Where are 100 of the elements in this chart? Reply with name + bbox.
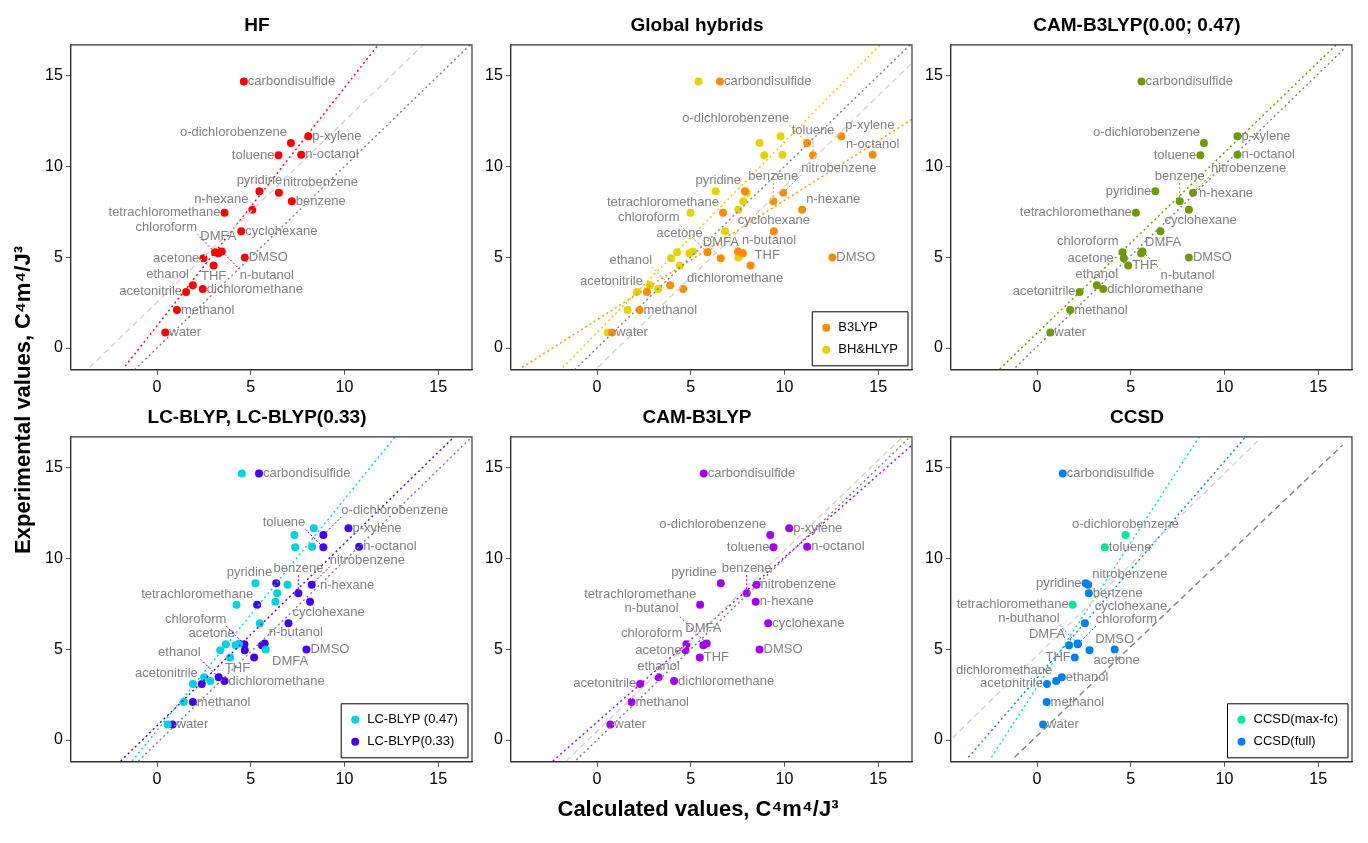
annotation: n-octanol	[811, 538, 865, 554]
annotation: acetone	[635, 641, 682, 657]
annotation: DMFA	[272, 653, 309, 669]
annotation: DMFA	[702, 234, 740, 250]
annotation: pyridine	[236, 172, 283, 188]
y-tick-label: 0	[53, 730, 63, 748]
annotation: DMSO	[763, 641, 803, 657]
annotation: n-butanol	[268, 624, 323, 640]
y-tick-label: 15	[925, 66, 943, 84]
annotation: benzene	[748, 168, 799, 184]
chart-title: Global hybrids	[630, 13, 764, 35]
annotation: n-hexane	[320, 576, 375, 592]
annotation: o-dichlorobenzene	[179, 124, 287, 140]
annotation: n-hexane	[759, 593, 814, 609]
annotation: chloroform	[135, 219, 197, 235]
x-tick-label: 15	[429, 769, 448, 787]
annotation: acetonitrile	[119, 283, 183, 299]
annotation: DMSO	[310, 641, 350, 657]
y-tick-label: 0	[493, 730, 503, 748]
annotation: acetonitrile	[580, 272, 643, 288]
annotation: water	[175, 715, 210, 731]
annotation: pyridine	[1105, 182, 1152, 198]
annotation: n-butanol	[1160, 267, 1215, 283]
chart-title: CCSD	[1110, 405, 1164, 427]
legend-label: CCSD(full)	[1253, 733, 1316, 749]
legend-label: B3LYP	[838, 319, 878, 335]
annotation: p-xylene	[793, 519, 843, 535]
y-tick-label: 10	[485, 156, 503, 174]
annotation: water	[613, 715, 647, 731]
annotation: acetonitrile	[134, 664, 198, 680]
annotation: ethanol	[158, 644, 201, 660]
annotation: DMSO	[1095, 630, 1135, 646]
chart-title: CAM-B3LYP	[642, 405, 752, 427]
y-tick-label: 15	[45, 458, 63, 476]
x-tick-label: 0	[1032, 769, 1042, 787]
annotation: n-hexane	[194, 190, 249, 206]
x-tick-label: 10	[335, 377, 354, 395]
annotation: chloroform	[164, 611, 227, 627]
y-tick-label: 10	[925, 548, 943, 566]
y-tick-label: 10	[485, 548, 503, 566]
annotation: tetrachloromethane	[607, 193, 720, 209]
annotation: p-xylene	[1241, 127, 1291, 143]
legend-label: BH&HLYP	[838, 341, 899, 357]
annotation: cyclohexane	[245, 222, 318, 238]
annotation: toluene	[726, 538, 770, 554]
annotation: acetone	[656, 225, 703, 241]
y-tick-label: 5	[493, 247, 503, 265]
annotation: DMFA	[1028, 626, 1066, 642]
annotation: carbondisulfide	[1145, 73, 1233, 89]
annotation: acetone	[188, 625, 235, 641]
annotation: cyclohexane	[737, 212, 810, 228]
annotation: cyclohexane	[292, 604, 365, 620]
annotation: acetone	[1093, 652, 1140, 668]
x-tick-label: 0	[1032, 377, 1042, 395]
annotation: cyclohexane	[1094, 598, 1168, 614]
annotation: ethanol	[1065, 668, 1109, 684]
x-tick-label: 10	[335, 769, 354, 787]
y-tick-label: 15	[485, 458, 503, 476]
annotation: benzene	[1154, 168, 1205, 184]
y-tick-label: 0	[493, 338, 503, 356]
legend-label: LC-BLYP (0.47)	[367, 711, 458, 727]
annotation: acetonitrile	[980, 675, 1043, 691]
chart-title: HF	[244, 13, 270, 35]
annotation: ethanol	[609, 252, 653, 268]
x-tick-label: 0	[152, 769, 162, 787]
annotation: DMFA	[200, 228, 237, 244]
annotation: water	[1046, 715, 1080, 731]
y-tick-label: 5	[53, 247, 63, 265]
annotation: n-octanol	[305, 146, 359, 162]
annotation: toluene	[262, 514, 306, 530]
annotation: nitrobenzene	[1092, 565, 1168, 581]
annotation: acetonitrile	[1012, 283, 1076, 299]
annotation: toluene	[1153, 146, 1197, 162]
annotation: nitrobenzene	[760, 576, 836, 592]
annotation: tetrachloromethane	[584, 585, 697, 601]
annotation: n-hexane	[806, 190, 861, 206]
chart-title: LC-BLYP, LC-BLYP(0.33)	[147, 405, 367, 427]
annotation: methanol	[635, 693, 690, 709]
annotation: pyridine	[226, 564, 273, 580]
y-tick-label: 5	[933, 247, 943, 265]
annotation: pyridine	[695, 172, 741, 188]
annotation: tetrachloromethane	[1019, 204, 1132, 220]
annotation: dichloromethane	[1107, 280, 1204, 296]
x-tick-label: 15	[1309, 769, 1328, 787]
y-tick-label: 0	[933, 338, 943, 356]
x-tick-label: 5	[246, 377, 256, 395]
x-tick-label: 15	[869, 377, 888, 395]
annotation: n-buthanol	[998, 610, 1060, 626]
annotation: DMSO	[1192, 249, 1232, 265]
chart-title: CAM-B3LYP(0.00; 0.47)	[1033, 13, 1241, 35]
annotation: tetrachloromethane	[956, 596, 1069, 612]
annotation: o-dichlorobenzene	[1092, 124, 1200, 140]
annotation: acetonitrile	[573, 675, 637, 691]
annotation: n-butanol	[742, 232, 797, 248]
annotation: carbondisulfide	[707, 465, 796, 481]
x-tick-label: 10	[775, 769, 794, 787]
annotation: carbondisulfide	[724, 73, 812, 89]
annotation: cyclohexane	[1164, 212, 1237, 228]
annotation: THF	[201, 267, 227, 283]
legend-label: LC-BLYP(0.33)	[367, 733, 455, 749]
